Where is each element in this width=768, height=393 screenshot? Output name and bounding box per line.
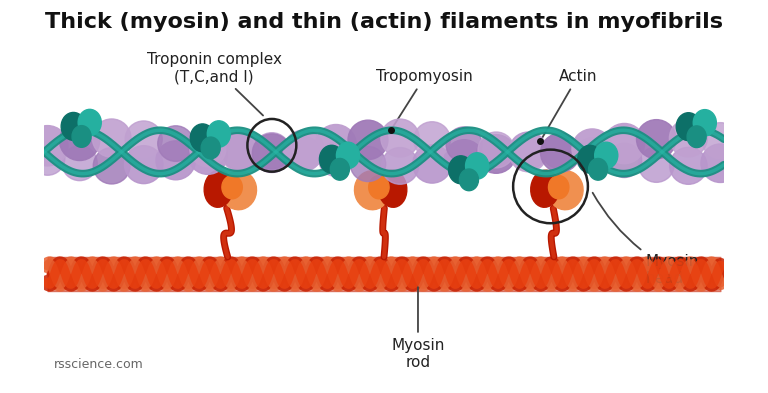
Ellipse shape bbox=[446, 127, 482, 162]
Circle shape bbox=[72, 126, 91, 147]
Ellipse shape bbox=[253, 134, 291, 173]
Circle shape bbox=[459, 169, 478, 191]
Ellipse shape bbox=[702, 123, 739, 159]
Ellipse shape bbox=[412, 145, 452, 183]
Circle shape bbox=[594, 142, 617, 169]
Ellipse shape bbox=[283, 130, 324, 170]
Circle shape bbox=[677, 113, 700, 141]
Ellipse shape bbox=[222, 176, 242, 199]
Ellipse shape bbox=[286, 137, 322, 171]
Ellipse shape bbox=[253, 133, 290, 169]
Circle shape bbox=[687, 126, 706, 148]
Ellipse shape bbox=[156, 141, 196, 180]
Circle shape bbox=[61, 112, 86, 140]
Circle shape bbox=[588, 158, 607, 180]
Ellipse shape bbox=[93, 148, 130, 184]
Text: Troponin complex
(T,C,and I): Troponin complex (T,C,and I) bbox=[147, 52, 282, 116]
Circle shape bbox=[465, 153, 488, 179]
Circle shape bbox=[78, 109, 101, 136]
Ellipse shape bbox=[220, 132, 259, 170]
Ellipse shape bbox=[382, 147, 419, 184]
Ellipse shape bbox=[574, 138, 610, 172]
Ellipse shape bbox=[190, 131, 226, 167]
Ellipse shape bbox=[638, 147, 674, 182]
Ellipse shape bbox=[509, 132, 547, 169]
Ellipse shape bbox=[157, 126, 194, 162]
Ellipse shape bbox=[221, 134, 259, 171]
Ellipse shape bbox=[348, 120, 388, 160]
Ellipse shape bbox=[414, 122, 450, 158]
Ellipse shape bbox=[316, 125, 356, 165]
Ellipse shape bbox=[541, 133, 580, 172]
Ellipse shape bbox=[369, 176, 389, 199]
Text: Actin: Actin bbox=[541, 69, 597, 139]
Circle shape bbox=[330, 158, 349, 180]
Ellipse shape bbox=[637, 119, 676, 159]
Ellipse shape bbox=[548, 176, 569, 199]
Circle shape bbox=[449, 156, 473, 184]
Text: Tropomyosin: Tropomyosin bbox=[376, 69, 473, 128]
Ellipse shape bbox=[92, 119, 131, 157]
Ellipse shape bbox=[604, 123, 644, 163]
Circle shape bbox=[207, 121, 230, 147]
Circle shape bbox=[201, 137, 220, 159]
Ellipse shape bbox=[124, 146, 163, 184]
Ellipse shape bbox=[378, 170, 407, 207]
Circle shape bbox=[190, 124, 215, 152]
Circle shape bbox=[319, 145, 344, 173]
Ellipse shape bbox=[572, 129, 613, 169]
Ellipse shape bbox=[188, 136, 227, 174]
Text: Thick (myosin) and thin (actin) filaments in myofibrils: Thick (myosin) and thin (actin) filament… bbox=[45, 12, 723, 32]
Text: Myosin
rod: Myosin rod bbox=[391, 281, 445, 370]
Ellipse shape bbox=[701, 144, 740, 182]
Ellipse shape bbox=[27, 126, 68, 166]
Text: rsscience.com: rsscience.com bbox=[55, 358, 144, 371]
Ellipse shape bbox=[319, 142, 353, 176]
Ellipse shape bbox=[670, 119, 707, 157]
Ellipse shape bbox=[355, 171, 389, 210]
Ellipse shape bbox=[60, 121, 100, 160]
Ellipse shape bbox=[381, 119, 419, 157]
Ellipse shape bbox=[670, 147, 707, 184]
Ellipse shape bbox=[221, 171, 257, 210]
Ellipse shape bbox=[204, 170, 233, 207]
Ellipse shape bbox=[607, 143, 642, 178]
Ellipse shape bbox=[350, 147, 386, 182]
Ellipse shape bbox=[509, 134, 547, 172]
Ellipse shape bbox=[62, 146, 98, 181]
Ellipse shape bbox=[125, 121, 162, 158]
Ellipse shape bbox=[548, 171, 583, 210]
Ellipse shape bbox=[445, 140, 484, 179]
Ellipse shape bbox=[478, 132, 515, 168]
Circle shape bbox=[336, 142, 359, 169]
Circle shape bbox=[578, 145, 602, 173]
Circle shape bbox=[694, 110, 717, 136]
Ellipse shape bbox=[531, 170, 559, 207]
Ellipse shape bbox=[30, 141, 65, 175]
Text: Myosin
head: Myosin head bbox=[593, 193, 699, 286]
Ellipse shape bbox=[477, 135, 516, 173]
Ellipse shape bbox=[542, 133, 578, 169]
